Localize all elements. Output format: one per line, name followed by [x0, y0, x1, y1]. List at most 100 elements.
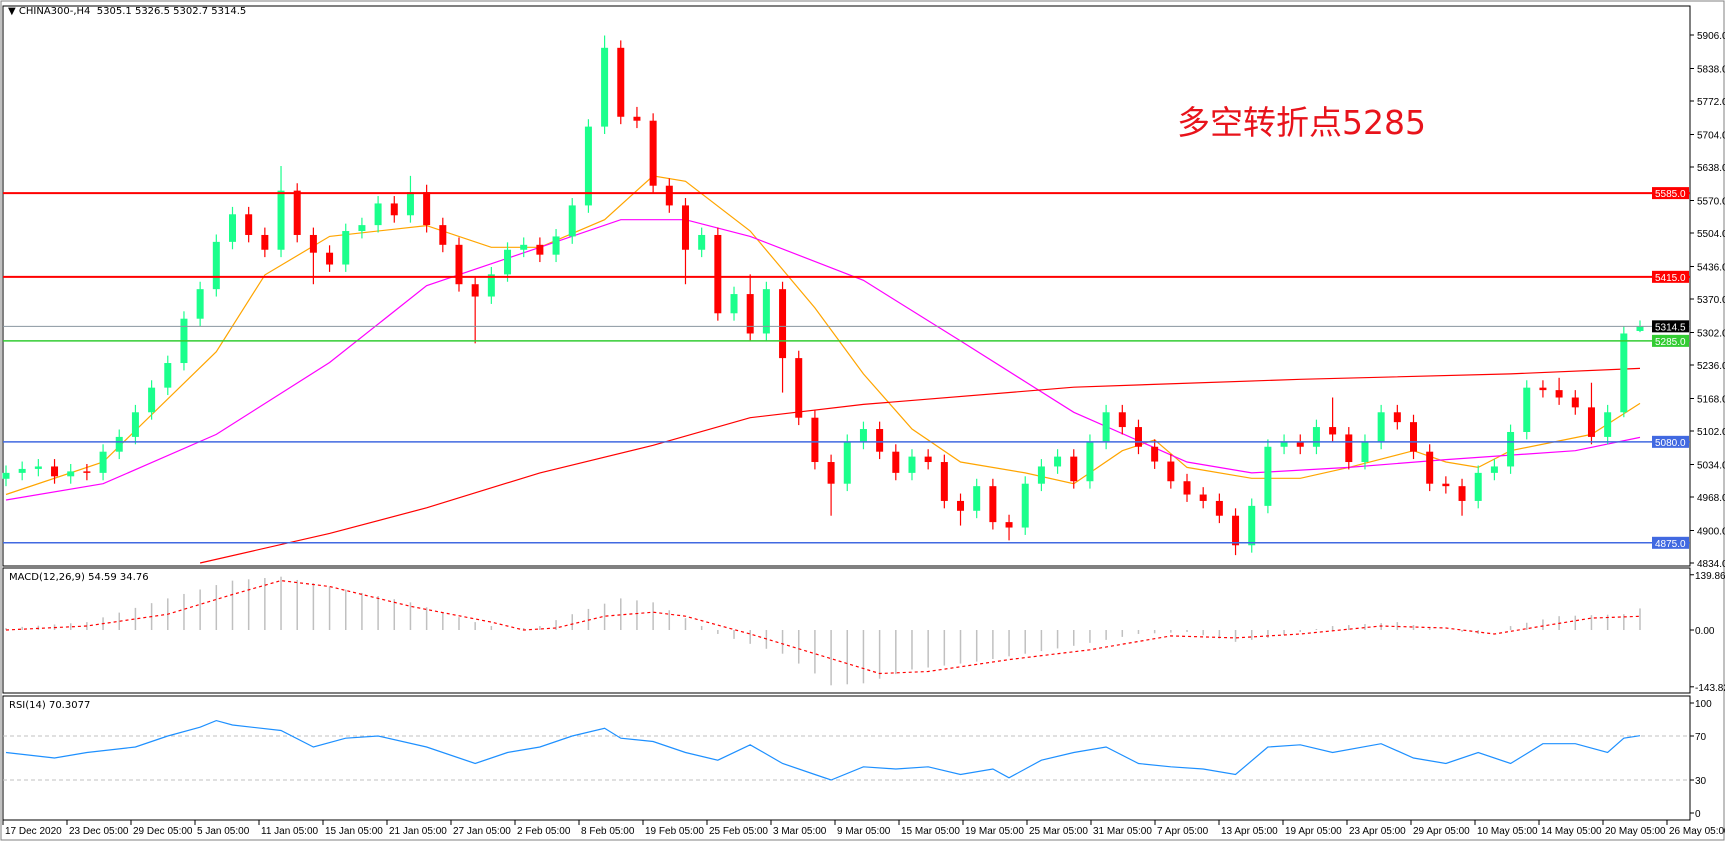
- price-tick-label: 5638.0: [1697, 163, 1725, 174]
- candle-body: [1199, 494, 1207, 501]
- level-label: 5415.0: [1655, 273, 1686, 284]
- candle: [228, 206, 236, 250]
- candle-body: [714, 234, 722, 314]
- candle: [115, 429, 123, 460]
- candle: [568, 198, 576, 244]
- level-label-bg: [1652, 334, 1689, 347]
- candle-body: [439, 225, 447, 245]
- candle: [131, 404, 139, 445]
- candle: [601, 35, 609, 134]
- candle-body: [1005, 522, 1013, 528]
- time-tick-label: 29 Dec 05:00: [133, 826, 193, 837]
- candle-body: [1118, 412, 1126, 428]
- candle-body: [390, 203, 398, 216]
- candle: [649, 113, 657, 194]
- candle-body: [148, 387, 156, 413]
- symbol-label: CHINA300-,H4: [18, 6, 91, 17]
- time-tick-label: 19 Feb 05:00: [645, 826, 704, 837]
- candle: [309, 227, 317, 285]
- candle-body: [730, 294, 738, 314]
- candle: [374, 196, 382, 233]
- candle-body: [1280, 441, 1288, 447]
- candle: [617, 40, 625, 125]
- price-tick-label: 4834.0: [1697, 559, 1725, 570]
- candle-body: [1134, 427, 1142, 447]
- candle: [326, 245, 334, 272]
- candle-body: [762, 289, 770, 334]
- candle: [1199, 487, 1207, 509]
- candle-body: [196, 289, 204, 319]
- rsi-tick-label: 0: [1695, 809, 1701, 820]
- time-tick-label: 9 Mar 05:00: [837, 826, 891, 837]
- candle: [1086, 434, 1094, 489]
- candle-body: [1215, 500, 1223, 516]
- candle: [2, 465, 10, 487]
- candle-body: [1426, 451, 1434, 484]
- level-label: 5585.0: [1655, 189, 1686, 200]
- candle: [487, 266, 495, 304]
- candle-body: [957, 500, 965, 511]
- candle: [795, 350, 803, 426]
- candle-body: [1539, 387, 1547, 391]
- candle: [1442, 476, 1450, 494]
- time-tick-label: 11 Jan 05:00: [261, 826, 319, 837]
- candle-body: [1070, 456, 1078, 482]
- time-tick-label: 19 Apr 05:00: [1285, 826, 1342, 837]
- candle: [633, 106, 641, 129]
- candle: [1345, 427, 1353, 470]
- candle-body: [309, 234, 317, 253]
- price-tick-label: 5102.0: [1697, 427, 1725, 438]
- candle: [1571, 390, 1579, 415]
- rsi-title: RSI(14) 70.3077: [9, 700, 91, 711]
- candle: [779, 281, 787, 393]
- macd-signal-line: [5, 579, 1641, 675]
- time-tick-label: 25 Mar 05:00: [1029, 826, 1088, 837]
- candle-body: [326, 252, 334, 265]
- candle-body: [1037, 466, 1045, 484]
- candle-body: [698, 234, 706, 250]
- candle-body: [859, 429, 867, 442]
- candle: [164, 355, 172, 396]
- candle-body: [795, 358, 803, 418]
- candle: [1215, 493, 1223, 524]
- candle: [1523, 380, 1531, 440]
- price-tick-label: 5838.0: [1697, 64, 1725, 75]
- candle: [536, 237, 544, 263]
- dropdown-triangle-icon[interactable]: ▼: [8, 6, 16, 17]
- candle-body: [811, 417, 819, 463]
- candle-body: [633, 116, 641, 121]
- level-label: 5285.0: [1655, 337, 1686, 348]
- price-tick-label: 5906.0: [1697, 31, 1725, 42]
- time-tick-label: 7 Apr 05:00: [1157, 826, 1209, 837]
- candle-body: [1458, 486, 1466, 501]
- candle-body: [1021, 483, 1029, 528]
- candle: [552, 229, 560, 263]
- time-tick-label: 29 Apr 05:00: [1413, 826, 1470, 837]
- rsi-pane: [2, 695, 1691, 821]
- candle: [1167, 454, 1175, 489]
- price-tick-label: 4900.0: [1697, 526, 1725, 537]
- candle: [698, 227, 706, 258]
- candle: [148, 380, 156, 420]
- ma-fast-line: [5, 175, 1641, 496]
- candle-body: [1102, 412, 1110, 442]
- chart-header: ▼ CHINA300-,H4 5305.1 5326.5 5302.7 5314…: [8, 6, 246, 17]
- time-tick-label: 19 Mar 05:00: [965, 826, 1024, 837]
- candle-body: [1474, 472, 1482, 501]
- price-tick-label: 5370.0: [1697, 295, 1725, 306]
- candle: [957, 493, 965, 526]
- candle-body: [1345, 434, 1353, 463]
- candle: [1296, 434, 1304, 455]
- candle-body: [617, 47, 625, 117]
- candle: [1151, 439, 1159, 469]
- time-tick-label: 15 Mar 05:00: [901, 826, 960, 837]
- candle-body: [827, 462, 835, 484]
- candle: [1458, 478, 1466, 516]
- time-tick-label: 2 Feb 05:00: [517, 826, 571, 837]
- candle-body: [1377, 412, 1385, 442]
- candle-body: [552, 236, 560, 255]
- candle-body: [1264, 446, 1272, 506]
- candle-body: [1167, 461, 1175, 482]
- candle: [1555, 377, 1563, 405]
